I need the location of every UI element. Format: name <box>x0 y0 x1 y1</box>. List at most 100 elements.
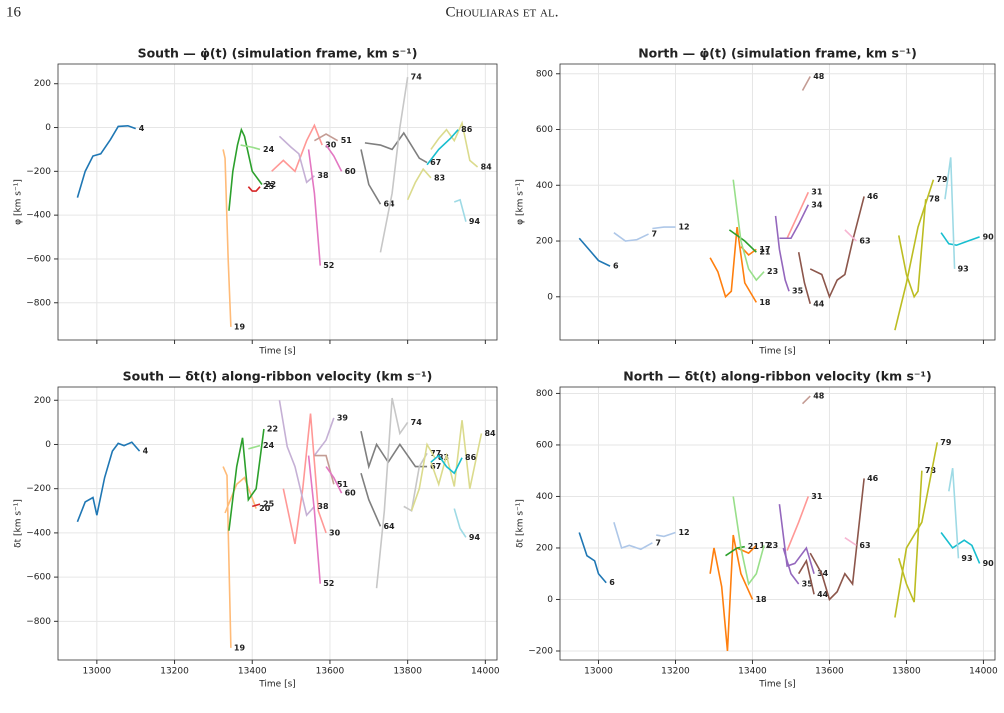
series-label: 22 <box>265 180 276 189</box>
series-label: 6 <box>613 262 619 271</box>
series-label: 25 <box>263 500 275 509</box>
series-label: 25 <box>263 182 275 191</box>
series-label: 23 <box>767 541 778 550</box>
x-axis-label: Time [s] <box>258 347 296 357</box>
series-label: 84 <box>484 429 496 438</box>
x-tick-label: 14000 <box>471 667 500 677</box>
y-tick-label: −200 <box>26 167 51 177</box>
x-tick-label: 13600 <box>316 667 345 677</box>
series-line <box>809 478 865 601</box>
x-tick-label: 14000 <box>969 667 998 677</box>
series-label: 60 <box>345 489 357 498</box>
y-tick-label: 600 <box>536 125 553 135</box>
series-line <box>325 466 343 494</box>
x-tick-label: 13400 <box>738 667 767 677</box>
series-line <box>76 124 136 198</box>
series-label: 78 <box>929 195 941 204</box>
series-label: 18 <box>755 595 767 604</box>
series-line <box>613 521 653 551</box>
series-line <box>940 532 981 564</box>
x-tick-label: 13200 <box>661 667 690 677</box>
series-line <box>844 537 857 547</box>
series-label: 48 <box>813 392 825 401</box>
series-line <box>786 191 810 239</box>
series-line <box>613 232 649 242</box>
series-label: 34 <box>811 200 823 209</box>
series-line <box>360 149 382 205</box>
series-line <box>725 545 745 557</box>
page-number: 16 <box>6 4 22 20</box>
subplot: South — φ̇(t) (simulation frame, km s⁻¹)… <box>14 46 498 357</box>
series-label: 63 <box>859 541 870 550</box>
subplot-title: South — δt(t) along-ribbon velocity (km … <box>123 369 433 384</box>
series-line <box>779 204 810 240</box>
y-tick-label: −600 <box>26 573 51 583</box>
subplot-title: South — φ̇(t) (simulation frame, km s⁻¹) <box>138 46 418 61</box>
series-line <box>656 531 676 538</box>
series-label: 83 <box>434 173 445 182</box>
series-label: 18 <box>759 298 771 307</box>
series-label: 7 <box>655 538 661 547</box>
series-line <box>774 215 790 292</box>
series-label: 21 <box>748 542 760 551</box>
series-label: 23 <box>767 267 778 276</box>
plot-frame <box>57 63 498 341</box>
series-line <box>360 431 428 470</box>
series-label: 38 <box>317 502 329 511</box>
y-tick-label: 400 <box>536 492 553 502</box>
series-label: 79 <box>940 438 952 447</box>
series-line <box>379 77 409 253</box>
series-line <box>278 135 315 184</box>
series-line <box>222 466 232 648</box>
series-label: 51 <box>337 480 349 489</box>
x-tick-label: 13400 <box>238 667 267 677</box>
y-tick-label: −400 <box>26 528 51 538</box>
y-tick-label: 400 <box>536 181 553 191</box>
series-label: 20 <box>259 504 271 513</box>
series-line <box>307 455 322 584</box>
series-line <box>314 454 335 485</box>
series-line <box>282 413 327 545</box>
y-tick-label: 0 <box>45 123 51 133</box>
running-title: Chouliaras et al. <box>446 4 559 20</box>
series-label: 86 <box>465 453 477 462</box>
y-tick-label: 200 <box>536 543 553 553</box>
x-tick-label: 13600 <box>815 667 844 677</box>
series-label: 90 <box>983 559 995 568</box>
series-label: 38 <box>317 171 329 180</box>
series-label: 30 <box>329 528 341 537</box>
series-line <box>228 428 265 531</box>
series-line <box>375 397 409 589</box>
series-line <box>732 179 765 282</box>
series-line <box>897 470 923 603</box>
series-line <box>578 532 607 584</box>
series-label: 78 <box>925 466 937 475</box>
series-line <box>248 444 261 450</box>
series-label: 63 <box>859 237 870 246</box>
series-label: 52 <box>323 261 334 270</box>
series-line <box>430 454 463 475</box>
series-line <box>809 196 865 299</box>
series-line <box>271 123 323 173</box>
series-label: 7 <box>652 230 658 239</box>
series-label: 31 <box>811 492 823 501</box>
y-tick-label: −200 <box>528 646 553 656</box>
series-line <box>894 179 935 331</box>
series-label: 4 <box>139 124 145 133</box>
series-label: 17 <box>759 245 770 254</box>
series-line <box>844 229 857 242</box>
series-label: 94 <box>469 217 481 226</box>
series-label: 48 <box>813 72 825 81</box>
series-label: 94 <box>469 533 481 542</box>
series-label: 46 <box>867 474 879 483</box>
y-tick-label: −400 <box>26 211 51 221</box>
series-line <box>801 76 811 91</box>
plot-frame <box>559 63 996 341</box>
plot-frame <box>559 386 996 661</box>
y-axis-label: φ [km s⁻¹] <box>14 179 24 225</box>
series-line <box>240 144 261 151</box>
series-label: 39 <box>337 413 349 422</box>
y-axis-label: φ [km s⁻¹] <box>516 179 526 225</box>
series-line <box>325 144 343 172</box>
